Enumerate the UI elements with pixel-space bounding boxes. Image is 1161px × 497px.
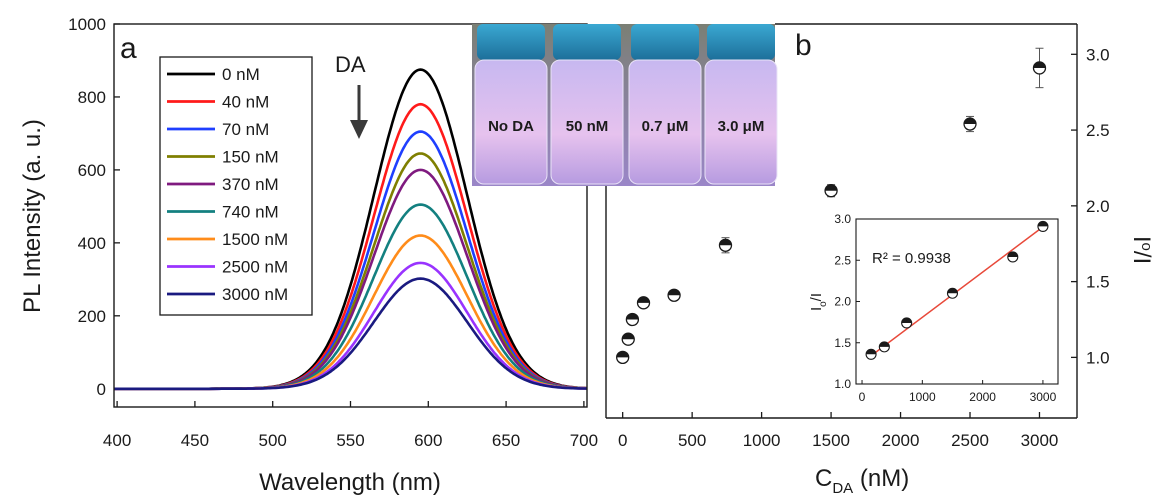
fit-line — [868, 224, 1047, 358]
panel-a-gridless-ticks: 400 450 500 550 600 650 700 0 200 400 600 800 1000 — [68, 15, 598, 450]
b-x-tick-label: 3000 — [1021, 431, 1059, 450]
legend-label: 740 nM — [222, 203, 279, 222]
b-x-tick-label: 1500 — [812, 431, 850, 450]
b-y-tick-label: 3.0 — [1086, 45, 1110, 64]
legend-label: 1500 nM — [222, 230, 288, 249]
b-y-tick-label: 1.0 — [1086, 348, 1110, 367]
panel-a-y-axis-label: PL Intensity (a. u.) — [19, 119, 46, 313]
vial-body — [474, 59, 548, 185]
vials: No DA 50 nM 0.7 μM 3.0 μM — [474, 24, 778, 185]
vial-cap — [707, 24, 775, 60]
legend-label: 0 nM — [222, 65, 260, 84]
vial-cap — [631, 24, 699, 60]
series-line — [114, 277, 587, 391]
inset-x-tick-label: 2000 — [969, 390, 996, 404]
panel-a-x-axis-label: Wavelength (nm) — [259, 469, 441, 496]
legend-label: 3000 nM — [222, 285, 288, 304]
y-tick-label: 400 — [78, 234, 106, 253]
data-point — [901, 317, 912, 323]
data-point — [626, 313, 639, 320]
panel-b-points — [616, 47, 1047, 365]
b-x-tick-label: 2000 — [882, 431, 920, 450]
inset-x-tick-label: 3000 — [1030, 390, 1057, 404]
data-point — [616, 351, 629, 358]
data-point — [1037, 221, 1048, 227]
panel-b-y-axis-label: Io/I — [1128, 236, 1155, 264]
data-point — [866, 349, 877, 355]
x-tick-label: 400 — [103, 431, 131, 450]
linear-fit-inset: 0 1000 2000 3000 1.0 1.5 2.0 2.5 3.0 R² = 0.9938… — [808, 212, 1059, 404]
inset-ticks: 0 1000 2000 3000 1.0 1.5 2.0 2.5 3.0 — [834, 212, 1056, 404]
x-tick-label: 450 — [181, 431, 209, 450]
y-tick-label: 600 — [78, 161, 106, 180]
legend-label: 370 nM — [222, 175, 279, 194]
inset-plot — [865, 220, 1049, 360]
data-point — [719, 239, 732, 246]
b-y-tick-label: 1.5 — [1086, 273, 1110, 292]
vial-label: 0.7 μM — [642, 118, 689, 135]
vial-label: No DA — [488, 118, 534, 135]
vial-label: 3.0 μM — [718, 118, 765, 135]
vial-body — [550, 59, 624, 185]
panel-a: 400 450 500 550 600 650 700 0 200 400 600 800 1000 a… — [19, 15, 778, 496]
data-point — [879, 341, 890, 347]
b-y-tick-label: 2.5 — [1086, 121, 1110, 140]
b-x-tick-label: 2500 — [951, 431, 989, 450]
legend-label: 2500 nM — [222, 258, 288, 277]
panel-b: 0 500 1000 1500 2000 2500 3000 1.0 1.5 2.0 2.5 3.0 … — [605, 23, 1155, 497]
x-tick-label: 700 — [570, 431, 598, 450]
data-point — [825, 184, 838, 191]
inset-frame — [855, 218, 1059, 385]
inset-y-tick-label: 3.0 — [834, 212, 851, 226]
data-point — [947, 288, 958, 294]
panel-b-x-axis-label: CDA (nM) — [815, 465, 909, 497]
vial-body — [704, 59, 778, 185]
inset-background — [856, 219, 1058, 384]
panel-a-plot-frame — [113, 23, 588, 408]
data-point — [637, 296, 650, 303]
b-x-tick-label: 1000 — [743, 431, 781, 450]
b-y-tick-label: 2.0 — [1086, 197, 1110, 216]
b-x-tick-label: 500 — [678, 431, 706, 450]
vial-body — [628, 59, 702, 185]
inset-y-tick-label: 1.5 — [834, 336, 851, 350]
y-tick-label: 1000 — [68, 15, 106, 34]
panel-a-curves — [114, 68, 587, 391]
vial-label: 50 nM — [566, 118, 609, 135]
data-point — [1033, 61, 1046, 68]
y-tick-label: 0 — [97, 380, 106, 399]
data-point — [622, 333, 635, 340]
vial-photo-inset: No DA 50 nM 0.7 μM 3.0 μM — [472, 24, 778, 186]
panel-b-ticks: 0 500 1000 1500 2000 2500 3000 1.0 1.5 2.0 2.5 3.0 — [618, 45, 1110, 450]
inset-y-tick-label: 1.0 — [834, 377, 851, 391]
x-tick-label: 500 — [259, 431, 287, 450]
legend-label: 70 nM — [222, 120, 269, 139]
data-point — [1007, 251, 1018, 257]
legend-label: 40 nM — [222, 93, 269, 112]
y-tick-label: 800 — [78, 88, 106, 107]
x-tick-label: 600 — [414, 431, 442, 450]
x-tick-label: 650 — [492, 431, 520, 450]
inset-x-tick-label: 0 — [859, 390, 866, 404]
data-point — [964, 118, 977, 125]
arrow-down-icon — [350, 120, 368, 139]
vial-cap — [553, 24, 621, 60]
r-squared-annotation: R² = 0.9938 — [872, 250, 951, 267]
inset-y-tick-label: 2.5 — [834, 253, 851, 267]
legend-label: 150 nM — [222, 148, 279, 167]
inset-x-tick-label: 1000 — [909, 390, 936, 404]
inset-y-tick-label: 2.0 — [834, 295, 851, 309]
y-tick-label: 200 — [78, 307, 106, 326]
da-annotation: DA — [335, 52, 366, 77]
inset-y-axis-label: Io/I — [808, 293, 829, 311]
vial-cap — [477, 24, 545, 60]
b-x-tick-label: 0 — [618, 431, 627, 450]
legend: 0 nM 40 nM 70 nM 150 nM 370 nM 740 nM 1500 nM 2… — [167, 65, 288, 304]
x-tick-label: 550 — [336, 431, 364, 450]
legend-box — [159, 56, 313, 316]
panel-b-label: b — [795, 29, 812, 62]
data-point — [668, 289, 681, 296]
panel-a-label: a — [120, 32, 137, 65]
